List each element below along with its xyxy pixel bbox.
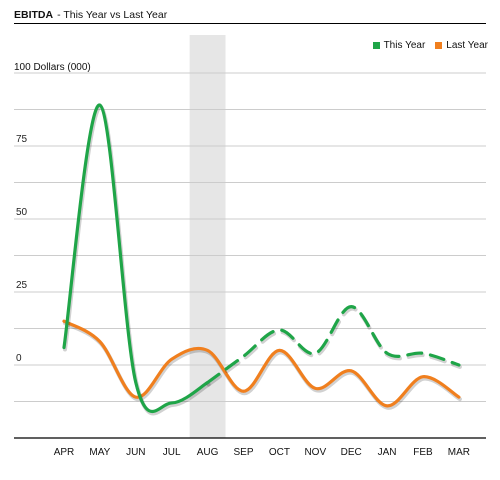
chart-title: EBITDA <box>14 9 54 21</box>
legend-label-last-year: Last Year <box>446 40 488 51</box>
highlight-band-aug <box>189 35 226 438</box>
y-tick-label: 0 <box>16 353 22 364</box>
series-line-this-year-forecast-shadow <box>206 306 462 387</box>
x-tick-label: MAR <box>448 447 470 458</box>
x-tick-label: APR <box>54 447 75 458</box>
x-tick-label: AUG <box>197 447 219 458</box>
y-axis-ticks: 0 25 50 75 <box>16 134 28 364</box>
series-line-last-year <box>62 319 461 408</box>
chart-subtitle: - This Year vs Last Year <box>57 9 168 21</box>
x-tick-label: MAY <box>89 447 110 458</box>
series-lines <box>62 103 462 416</box>
y-tick-label: 50 <box>16 207 28 218</box>
grid-lines <box>14 72 486 439</box>
y-tick-label: 75 <box>16 134 28 145</box>
series-line-this-year-forecast <box>206 305 461 385</box>
x-tick-label: JAN <box>378 447 397 458</box>
y-axis-label: 100 Dollars (000) <box>14 62 91 73</box>
legend: This Year Last Year <box>372 40 488 51</box>
legend-label-this-year: This Year <box>383 40 426 51</box>
chart-title-row: EBITDA - This Year vs Last Year <box>14 9 167 21</box>
legend-swatch-last-year <box>435 42 443 49</box>
x-tick-label: JUN <box>126 447 145 458</box>
series-line-this-year-actual <box>62 103 210 413</box>
x-tick-label: OCT <box>269 447 290 458</box>
legend-entry-last-year[interactable]: Last Year <box>435 40 488 51</box>
x-tick-label: SEP <box>233 447 253 458</box>
legend-swatch-this-year <box>372 42 380 49</box>
title-divider <box>14 23 486 24</box>
legend-entry-this-year[interactable]: This Year <box>372 40 426 51</box>
y-tick-label: 25 <box>16 280 28 291</box>
x-axis-ticks: APR MAY JUN JUL AUG SEP OCT NOV DEC JAN FEB MAR <box>54 447 470 458</box>
x-tick-label: DEC <box>341 447 362 458</box>
x-tick-label: NOV <box>304 447 326 458</box>
x-tick-label: FEB <box>413 447 433 458</box>
x-tick-label: JUL <box>163 447 181 458</box>
